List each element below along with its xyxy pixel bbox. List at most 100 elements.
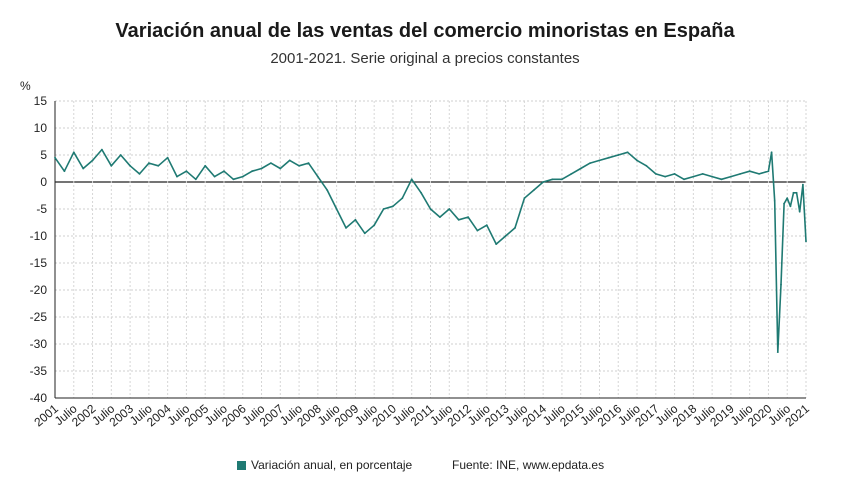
data-point [776,351,779,353]
y-tick-label: 15 [34,94,48,108]
y-tick-label: -30 [30,337,48,351]
data-point [589,162,591,165]
data-point [701,173,704,175]
y-tick-label: 10 [34,121,48,135]
data-point [232,178,235,181]
data-point [770,151,773,154]
data-point [608,156,610,159]
y-tick-label: -5 [36,202,47,216]
data-point [773,200,776,202]
data-point [654,173,657,175]
legend-item: Variación anual, en porcentaje [237,458,412,472]
data-point [561,178,563,181]
data-point [792,191,795,194]
data-point [401,197,404,200]
data-point [270,162,272,165]
data-point [783,202,785,205]
data-point [354,218,357,221]
y-tick-label: 5 [40,148,47,162]
data-point [326,189,329,192]
data-point [457,218,460,221]
data-point [683,178,685,181]
data-point [410,178,413,181]
y-axis-label: % [20,79,31,93]
data-point [110,164,113,167]
data-point [420,191,422,194]
data-point [204,164,207,167]
data-point [335,208,338,210]
data-point [570,173,573,175]
data-point [748,170,751,173]
data-point [485,224,488,227]
data-point [626,151,629,154]
data-point [223,170,225,173]
data-point [241,175,244,178]
source-note: Fuente: INE, www.epdata.es [452,458,605,472]
y-tick-label: -25 [30,310,48,324]
data-point [119,154,122,156]
data-point [307,162,310,165]
chart-subtitle: 2001-2021. Serie original a precios cons… [270,50,580,67]
data-point [439,216,441,219]
legend-label: Variación anual, en porcentaje [251,458,413,472]
data-point [345,227,347,229]
data-point [532,189,535,192]
data-point [523,197,526,200]
data-point [798,210,801,213]
data-point [739,173,742,175]
data-point [636,159,638,162]
data-point [382,208,385,210]
data-point [514,227,516,229]
data-point [166,156,169,159]
data-point [711,175,713,178]
data-point [786,197,789,200]
data-point [758,173,760,175]
legend-swatch [237,460,246,470]
data-point [63,170,66,173]
data-point [373,224,376,227]
data-point [82,167,85,170]
y-tick-label: -40 [30,391,48,405]
data-point [429,208,432,210]
x-axis-ticks: 2001Julio2002Julio2003Julio2004Julio2005… [31,401,812,429]
data-point [213,175,216,178]
data-point [617,154,620,156]
data-point [504,235,507,237]
data-point [476,229,479,232]
data-point [101,148,103,151]
chart-title: Variación anual de las ventas del comerc… [115,20,735,42]
data-point [551,178,554,181]
data-point [645,164,648,167]
y-tick-label: -20 [30,283,48,297]
data-point [805,240,807,243]
data-point [579,167,582,170]
data-point [730,175,732,178]
y-tick-label: -10 [30,229,48,243]
data-point [802,183,804,186]
data-point [448,208,451,210]
data-point [279,167,282,170]
y-tick-label: -35 [30,364,48,378]
data-point [692,175,695,178]
data-point [251,170,254,173]
data-point [129,164,132,167]
data-point [157,164,160,167]
data-point [542,181,545,183]
data-point [316,175,319,178]
data-point [673,173,676,175]
data-point [91,159,94,162]
data-point [288,159,291,162]
data-point [185,170,188,173]
data-point [298,164,300,167]
data-point [148,162,150,165]
grid-lines [54,100,807,399]
data-point [664,175,667,178]
data-point [54,156,56,159]
data-point [194,178,197,181]
data-point [138,173,141,175]
data-point [495,243,498,246]
data-point [392,205,394,208]
data-point [720,178,723,181]
data-point [598,159,601,162]
